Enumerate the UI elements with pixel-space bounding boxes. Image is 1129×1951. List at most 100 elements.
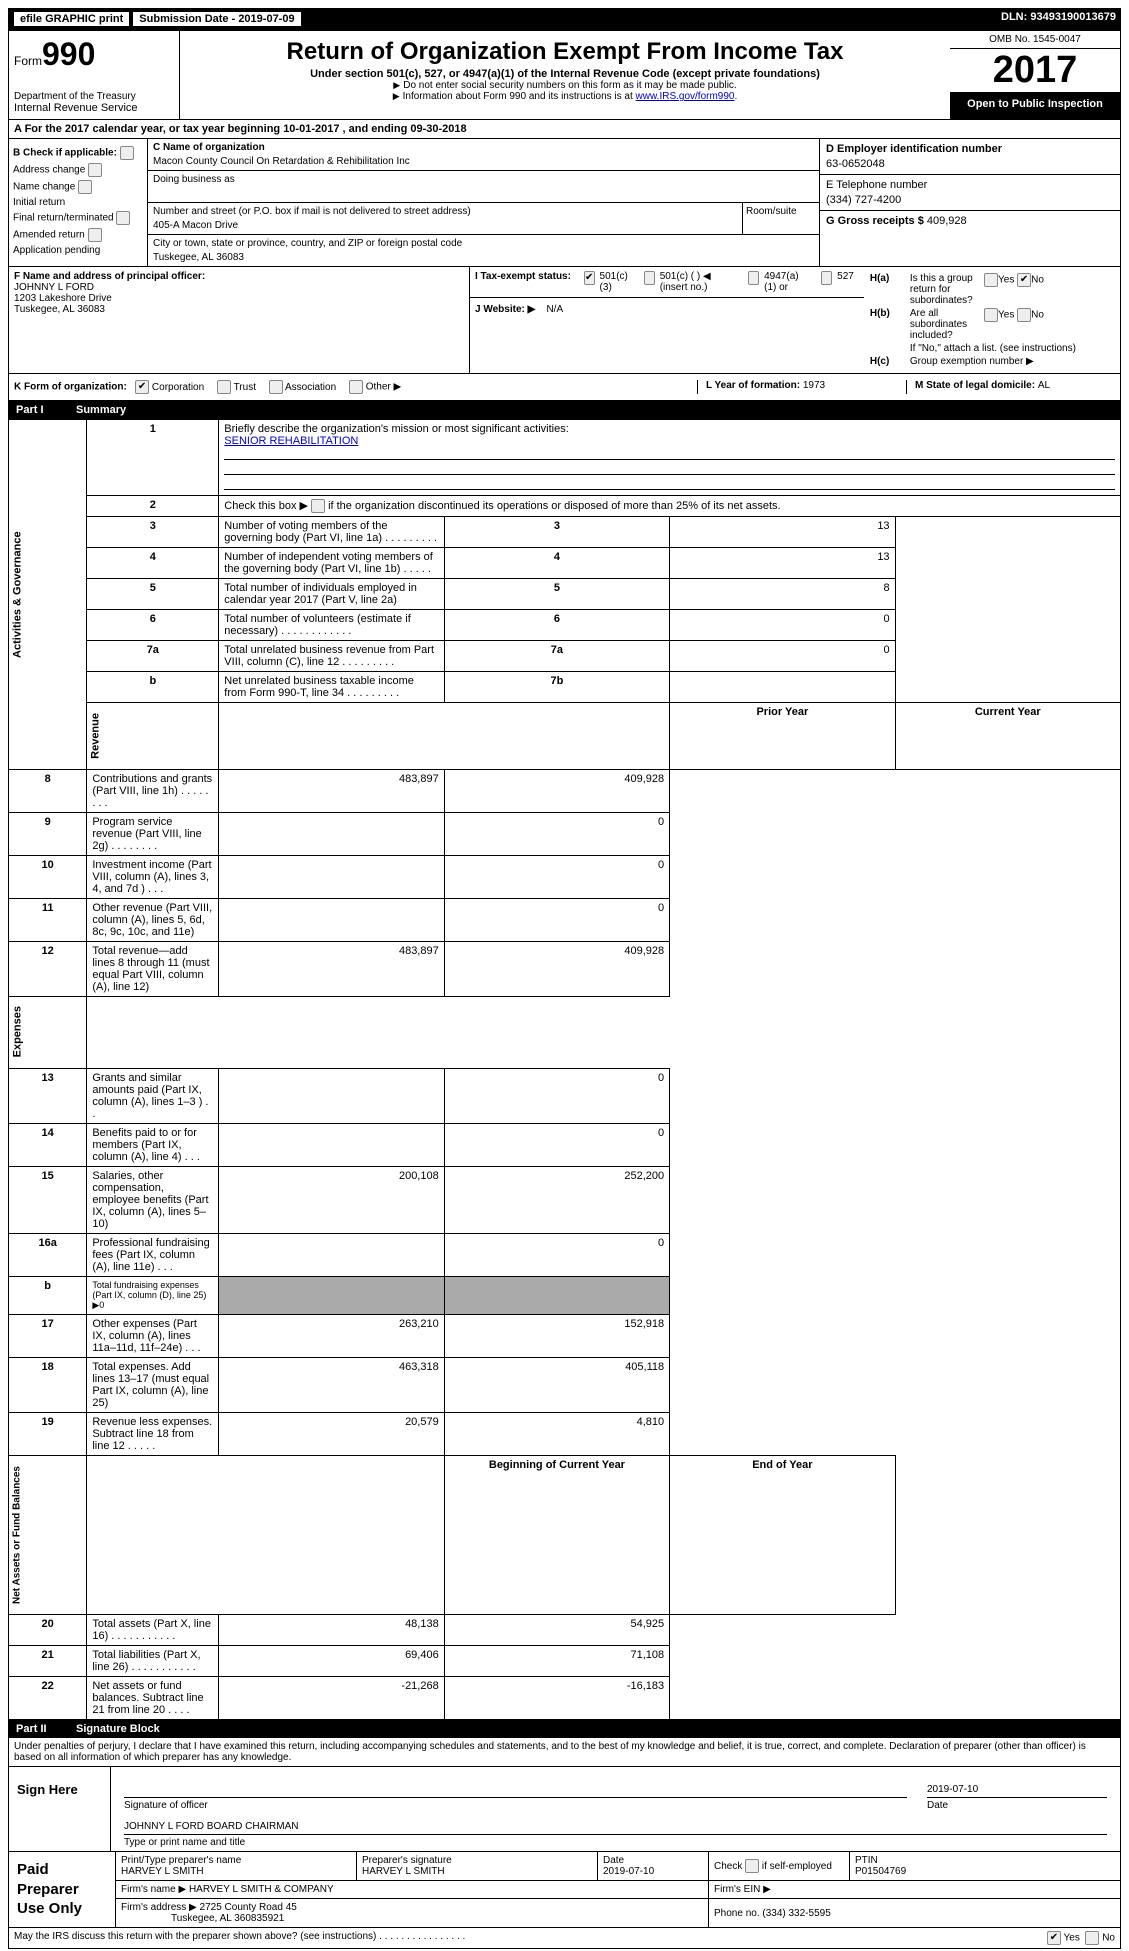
paid-prep-label: Paid Preparer Use Only	[9, 1852, 115, 1927]
hc-label: Group exemption number ▶	[910, 356, 1114, 367]
discuss-no[interactable]	[1085, 1931, 1099, 1945]
side-revenue: Revenue	[87, 703, 219, 770]
website: N/A	[546, 304, 563, 315]
cb-trust[interactable]	[217, 380, 231, 394]
side-activities: Activities & Governance	[9, 420, 87, 770]
row-k: K Form of organization: Corporation Trus…	[8, 374, 1121, 401]
open-to-public: Open to Public Inspection	[950, 93, 1120, 119]
gross-label: G Gross receipts $	[826, 215, 927, 227]
col-b-title: B Check if applicable:	[13, 148, 117, 159]
yes3: Yes	[1064, 1933, 1080, 1944]
penalty-statement: Under penalties of perjury, I declare th…	[9, 1738, 1120, 1767]
checkbox-addr[interactable]	[88, 163, 102, 177]
dba-label: Doing business as	[153, 174, 235, 185]
org-name-label: C Name of organization	[153, 142, 265, 153]
cb-assoc[interactable]	[269, 380, 283, 394]
prep-name-label: Print/Type preparer's name	[121, 1855, 241, 1866]
year-formation-label: L Year of formation:	[706, 380, 803, 391]
no-label2: No	[1031, 310, 1044, 321]
section-b-d: B Check if applicable: Address change Na…	[8, 139, 1121, 267]
bcy-header: Beginning of Current Year	[444, 1456, 669, 1615]
final-return-label: Final return/terminated	[13, 213, 114, 224]
checkbox-final[interactable]	[116, 211, 130, 225]
opt-527: 527	[837, 271, 854, 293]
hb-yes[interactable]	[984, 308, 998, 322]
cb-other[interactable]	[349, 380, 363, 394]
website-label: J Website: ▶	[475, 304, 535, 315]
prep-check-label: Check if self-employed	[714, 1861, 832, 1872]
form-label: Form	[14, 54, 42, 68]
opt-other: Other ▶	[366, 382, 401, 393]
prep-sig-label: Preparer's signature	[362, 1855, 452, 1866]
irs-link[interactable]: www.IRS.gov/form990	[636, 91, 735, 102]
hb-label: Are all subordinates included?	[910, 308, 984, 341]
discuss-yes[interactable]	[1047, 1931, 1061, 1945]
ptin-label: PTIN	[855, 1855, 878, 1866]
checkbox-name[interactable]	[78, 180, 92, 194]
form-number: 990	[42, 36, 95, 72]
line2: Check this box ▶ if the organization dis…	[224, 500, 780, 512]
year-formation: 1973	[803, 380, 825, 391]
opt-trust: Trust	[234, 382, 256, 393]
cb-corp[interactable]	[135, 380, 149, 394]
checkbox-applicable[interactable]	[120, 146, 134, 160]
yes-label: Yes	[998, 275, 1014, 286]
city: Tuskegee, AL 36083	[153, 252, 814, 263]
checkbox-527[interactable]	[821, 271, 832, 285]
opt-assoc: Association	[285, 382, 336, 393]
opt-4947: 4947(a)(1) or	[764, 271, 806, 293]
firm-name-label: Firm's name ▶	[121, 1884, 189, 1895]
efile-print-button[interactable]: efile GRAPHIC print	[13, 11, 130, 27]
checkbox-501c3[interactable]	[584, 271, 595, 285]
row-a-tax-year: A For the 2017 calendar year, or tax yea…	[8, 120, 1121, 139]
cb-self-employed[interactable]	[745, 1859, 759, 1873]
sign-here-label: Sign Here	[9, 1767, 110, 1851]
part-1-title: Summary	[76, 404, 126, 416]
tel-label: E Telephone number	[826, 179, 927, 191]
state-domicile-label: M State of legal domicile:	[915, 380, 1038, 391]
hb-note: If "No," attach a list. (see instruction…	[910, 343, 1114, 354]
top-bar: efile GRAPHIC print Submission Date - 20…	[8, 8, 1121, 30]
firm-addr2: Tuskegee, AL 360835921	[171, 1913, 284, 1924]
name-change-label: Name change	[13, 182, 75, 193]
signature-block: Under penalties of perjury, I declare th…	[8, 1738, 1121, 1852]
mission-label: Briefly describe the organization's miss…	[224, 423, 568, 435]
checkbox-501c[interactable]	[644, 271, 655, 285]
ha-no[interactable]	[1017, 273, 1031, 287]
checkbox-4947[interactable]	[748, 271, 759, 285]
irs-label: Internal Revenue Service	[14, 102, 174, 114]
form-header: Form990 Department of the Treasury Inter…	[8, 30, 1121, 120]
ha-yes[interactable]	[984, 273, 998, 287]
street-label: Number and street (or P.O. box if mail i…	[153, 206, 471, 217]
sig-name-label: Type or print name and title	[124, 1837, 1117, 1848]
officer-addr1: 1203 Lakeshore Drive	[14, 293, 112, 304]
prior-year-header: Prior Year	[670, 703, 895, 770]
tel: (334) 727-4200	[826, 194, 1114, 206]
addr-change-label: Address change	[13, 165, 85, 176]
phone: (334) 332-5595	[762, 1908, 830, 1919]
sig-date-label: Date	[927, 1800, 1117, 1811]
cb-discontinued[interactable]	[311, 499, 325, 513]
room-label: Room/suite	[743, 203, 819, 234]
hb-no[interactable]	[1017, 308, 1031, 322]
prep-sig: HARVEY L SMITH	[362, 1866, 445, 1877]
gross-receipts: 409,928	[927, 215, 967, 227]
page-footer: For Paperwork Reduction Act Notice, see …	[8, 1949, 1121, 1951]
paid-preparer: Paid Preparer Use Only Print/Type prepar…	[8, 1852, 1121, 1928]
opt-501c: 501(c) ( ) ◀ (insert no.)	[660, 271, 734, 293]
form-subtitle: Under section 501(c), 527, or 4947(a)(1)…	[185, 68, 945, 80]
firm-addr-label: Firm's address ▶	[121, 1902, 200, 1913]
checkbox-amended[interactable]	[88, 228, 102, 242]
firm-addr: 2725 County Road 45	[200, 1902, 297, 1913]
dept-treasury: Department of the Treasury	[14, 91, 174, 102]
officer-label: F Name and address of principal officer:	[14, 271, 205, 282]
app-pending-label: Application pending	[13, 245, 100, 256]
city-label: City or town, state or province, country…	[153, 238, 462, 249]
eoy-header: End of Year	[670, 1456, 895, 1615]
sig-name: JOHNNY L FORD BOARD CHAIRMAN	[124, 1819, 1107, 1835]
current-year-header: Current Year	[895, 703, 1120, 770]
org-name: Macon County Council On Retardation & Re…	[153, 156, 814, 167]
no3: No	[1102, 1933, 1115, 1944]
dln: DLN: 93493190013679	[1001, 11, 1116, 27]
prep-date: 2019-07-10	[603, 1866, 654, 1877]
